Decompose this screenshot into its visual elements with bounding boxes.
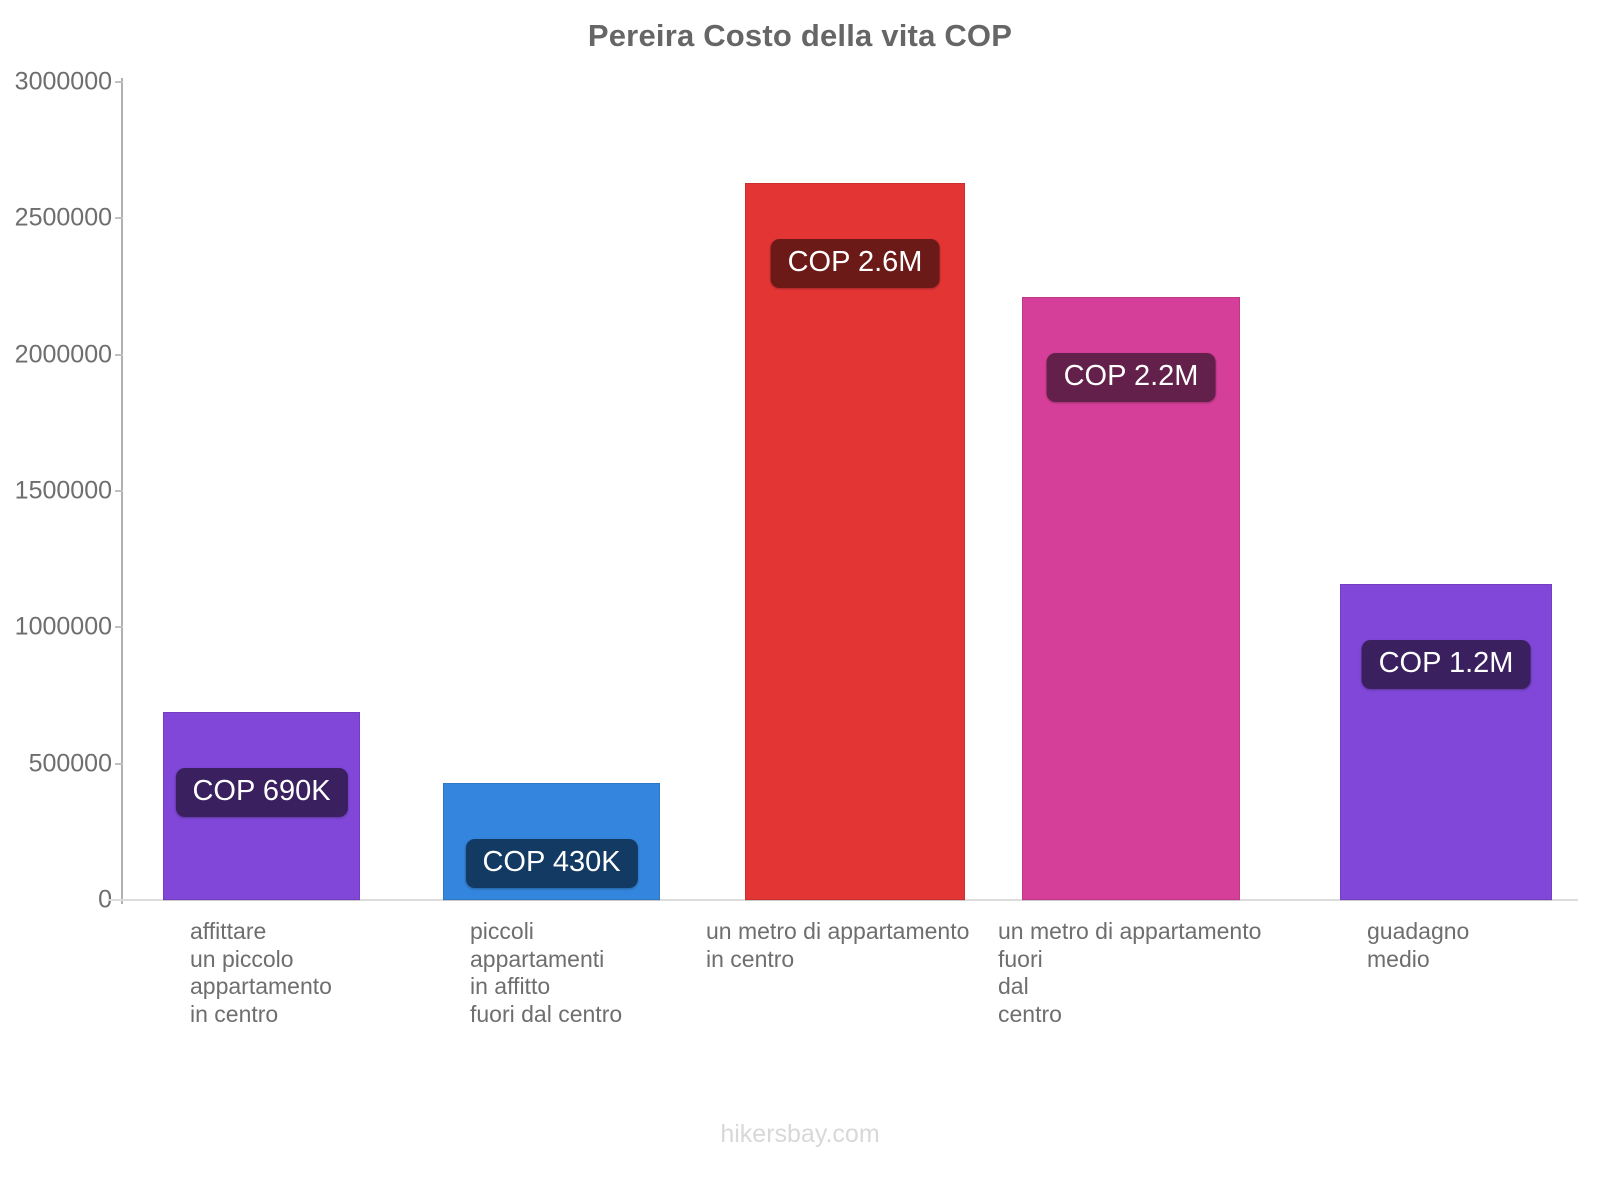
x-axis-category-label: affittare un piccolo appartamento in cen… — [190, 918, 332, 1027]
x-axis-gap-tick — [360, 899, 443, 901]
bar-value-label: COP 2.6M — [770, 238, 940, 288]
x-axis-line — [108, 899, 1578, 901]
y-axis-tick-label: 500000 — [28, 749, 112, 778]
y-axis-tick-mark — [115, 353, 123, 356]
x-axis-gap-tick — [1240, 899, 1340, 901]
y-axis-tick-label: 2500000 — [14, 203, 112, 232]
bar-value-label: COP 690K — [175, 767, 348, 817]
y-axis-tick-label: 3000000 — [14, 67, 112, 96]
bar[interactable] — [745, 182, 965, 900]
y-axis-tick-mark — [115, 217, 123, 220]
x-axis-gap-tick — [1552, 899, 1578, 901]
bar-value-label: COP 1.2M — [1361, 639, 1531, 689]
y-axis-tick-labels: 0 500000 1000000 1500000 2000000 2500000 30000… — [0, 0, 112, 1200]
x-axis-gap-tick — [660, 899, 745, 901]
x-axis-category-label: piccoli appartamenti in affitto fuori da… — [470, 918, 623, 1027]
x-axis-category-label: un metro di appartamento in centro — [706, 918, 970, 972]
y-axis-tick-label: 0 — [98, 885, 112, 914]
y-axis-tick-mark — [115, 81, 123, 83]
x-axis-category-label: guadagno medio — [1367, 918, 1470, 972]
y-axis-tick-mark — [115, 762, 123, 765]
x-axis-gap-tick — [965, 899, 1022, 901]
bar[interactable] — [1340, 583, 1552, 900]
bar-value-label: COP 430K — [465, 838, 638, 888]
x-axis-gap-tick — [108, 899, 163, 901]
page-title: Pereira Costo della vita COP — [587, 18, 1013, 53]
y-axis-tick-label: 1500000 — [14, 476, 112, 505]
x-axis-category-label: un metro di appartamento fuori dal centr… — [998, 918, 1262, 1027]
y-axis-tick-mark — [115, 490, 123, 492]
bar-value-label: COP 2.2M — [1046, 353, 1216, 403]
watermark: hikersbay.com — [720, 1120, 880, 1148]
y-axis-tick-label: 1000000 — [14, 612, 112, 641]
y-axis-tick-label: 2000000 — [14, 340, 112, 369]
y-axis-tick-mark — [115, 626, 123, 629]
